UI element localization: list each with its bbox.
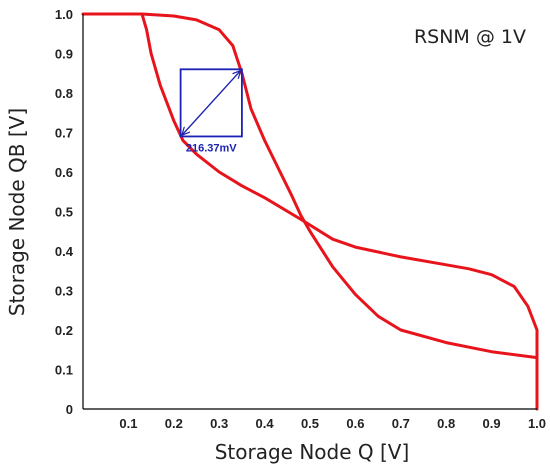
axes-layer — [82, 14, 537, 410]
tick-labels: 0 0.1 0.2 0.3 0.4 0.5 0.6 0.7 0.8 0.9 1.0 0.1 0.2 0.3… — [55, 7, 546, 431]
noise-margin-layer: 216.37mV — [179, 68, 243, 154]
x-tick-label: 0.4 — [256, 416, 275, 431]
vtc-curve-2 — [140, 12, 539, 411]
y-tick-label: 0.1 — [55, 363, 73, 378]
y-tick-label: 0.6 — [55, 165, 73, 180]
y-tick-label: 1.0 — [55, 7, 73, 22]
x-tick-label: 0.1 — [119, 416, 137, 431]
y-axis-label: Storage Node QB [V] — [5, 108, 29, 316]
x-tick-label: 0.8 — [437, 416, 455, 431]
y-tick-label: 0.2 — [55, 323, 73, 338]
x-tick-label: 0.2 — [165, 416, 183, 431]
x-axis-label: Storage Node Q [V] — [215, 440, 410, 464]
x-tick-label: 0.5 — [301, 416, 319, 431]
noise-margin-label: 216.37mV — [186, 142, 237, 154]
y-tick-label: 0.4 — [55, 244, 74, 259]
x-tick-label: 1.0 — [528, 416, 546, 431]
diagonal-arrow — [183, 71, 240, 134]
vtc-curve-1 — [81, 12, 539, 360]
y-tick-label: 0.5 — [55, 205, 73, 220]
curves-layer — [81, 12, 539, 411]
x-tick-label: 0.7 — [392, 416, 410, 431]
y-tick-label: 0.3 — [55, 284, 73, 299]
y-tick-label: 0.8 — [55, 86, 73, 101]
chart-annotation: RSNM @ 1V — [414, 26, 526, 48]
x-tick-label: 0.6 — [346, 416, 364, 431]
x-tick-label: 0.3 — [210, 416, 228, 431]
y-tick-label: 0 — [66, 402, 73, 417]
y-tick-label: 0.9 — [55, 47, 73, 62]
y-tick-label: 0.7 — [55, 126, 73, 141]
noise-margin-square — [179, 68, 243, 138]
x-tick-label: 0.9 — [483, 416, 501, 431]
